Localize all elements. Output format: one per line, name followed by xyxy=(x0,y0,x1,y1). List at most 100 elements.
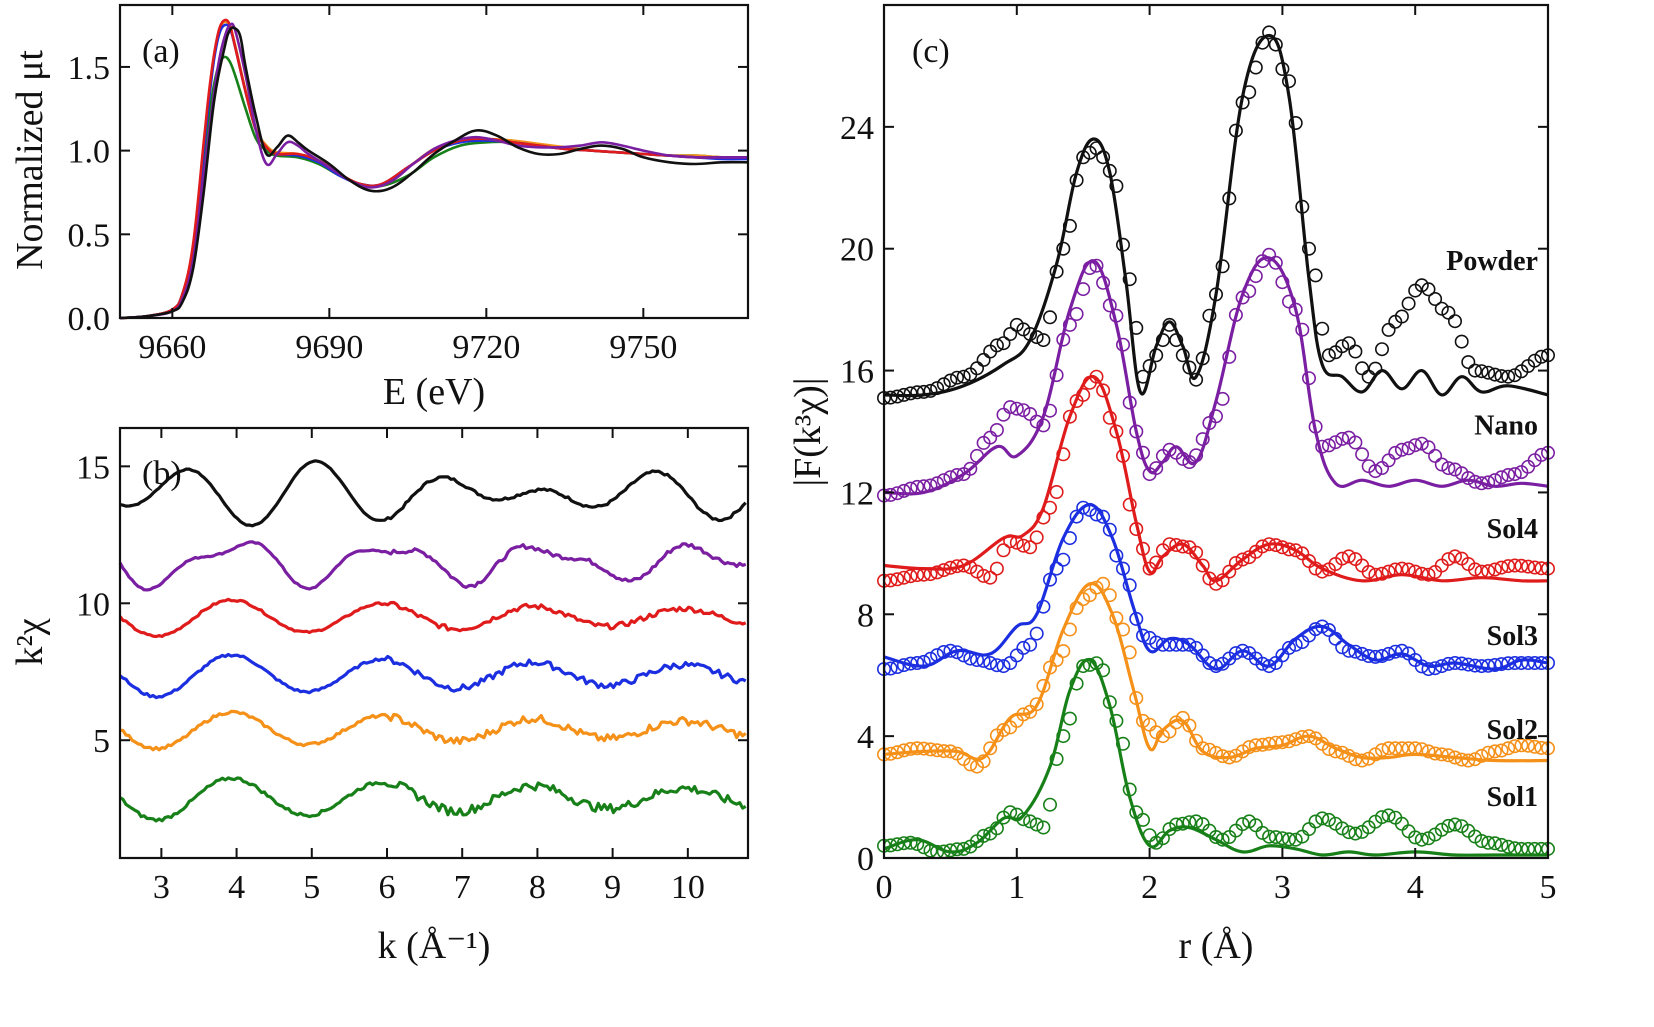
data-point-sol4 xyxy=(1169,537,1184,552)
data-point-sol3 xyxy=(1282,640,1297,655)
data-point-sol2 xyxy=(976,754,991,769)
data-point-nano xyxy=(1189,448,1204,463)
data-point-sol1 xyxy=(910,837,925,852)
data-point-sol4 xyxy=(1315,564,1330,579)
data-point-nano xyxy=(1029,414,1044,429)
data-point-sol2 xyxy=(1335,745,1350,760)
data-point-sol1 xyxy=(1056,729,1071,744)
data-point-sol1 xyxy=(1321,812,1336,827)
data-point-sol1 xyxy=(1169,817,1184,832)
data-point-powder xyxy=(1155,333,1170,348)
data-point-sol2 xyxy=(936,744,951,759)
data-point-sol4 xyxy=(1494,560,1509,575)
data-point-nano xyxy=(1062,317,1077,332)
data-point-sol1 xyxy=(1481,835,1496,850)
data-point-nano xyxy=(1036,418,1051,433)
data-point-sol4 xyxy=(1195,558,1210,573)
data-point-powder xyxy=(1315,321,1330,336)
data-point-sol3 xyxy=(1348,644,1363,659)
data-point-sol3 xyxy=(1434,659,1449,674)
x-tick-label: 6 xyxy=(378,869,395,906)
data-point-sol4 xyxy=(949,559,964,574)
panel-c-label: (c) xyxy=(912,33,950,70)
data-point-sol2 xyxy=(1036,678,1051,693)
data-point-sol3 xyxy=(1355,646,1370,661)
data-point-nano xyxy=(1434,457,1449,472)
data-point-sol1 xyxy=(1514,841,1529,856)
data-point-sol1 xyxy=(1235,817,1250,832)
data-point-nano xyxy=(1428,448,1443,463)
data-point-sol2 xyxy=(1096,576,1111,591)
data-point-powder xyxy=(1122,272,1137,287)
data-point-powder xyxy=(1149,348,1164,363)
data-point-sol4 xyxy=(1368,567,1383,582)
data-point-sol4 xyxy=(1481,564,1496,579)
panel-c-x-axis-label: r (Å) xyxy=(1179,925,1254,967)
data-point-sol4 xyxy=(1388,562,1403,577)
data-point-sol4 xyxy=(1049,484,1064,499)
data-point-sol1 xyxy=(1062,711,1077,726)
data-point-sol1 xyxy=(1441,818,1456,833)
data-point-powder xyxy=(1448,314,1463,329)
data-point-sol2 xyxy=(1474,748,1489,763)
series-line-sol2 xyxy=(119,709,747,752)
data-point-sol4 xyxy=(1109,424,1124,439)
x-tick-label: 9720 xyxy=(452,329,520,366)
data-point-sol1 xyxy=(949,842,964,857)
data-point-sol1 xyxy=(1189,814,1204,829)
data-point-powder xyxy=(1209,287,1224,302)
data-point-sol2 xyxy=(963,757,978,772)
data-point-nano xyxy=(1414,436,1429,451)
data-point-nano xyxy=(943,470,958,485)
data-point-nano xyxy=(1421,440,1436,455)
data-point-sol4 xyxy=(936,563,951,578)
data-point-sol1 xyxy=(1043,797,1058,812)
x-tick-label: 3 xyxy=(1274,869,1291,906)
data-point-powder xyxy=(1461,355,1476,370)
data-point-powder xyxy=(1375,342,1390,357)
data-point-sol4 xyxy=(1408,564,1423,579)
data-point-sol4 xyxy=(896,570,911,585)
data-point-sol3 xyxy=(1049,561,1064,576)
data-point-nano xyxy=(903,481,918,496)
data-point-sol3 xyxy=(983,655,998,670)
data-point-sol3 xyxy=(1341,643,1356,658)
data-point-sol3 xyxy=(1527,655,1542,670)
data-point-powder xyxy=(1228,123,1243,138)
data-point-sol3 xyxy=(1507,655,1522,670)
data-point-powder xyxy=(1321,348,1336,363)
y-tick-label: 8 xyxy=(857,597,874,634)
data-point-sol4 xyxy=(956,558,971,573)
y-tick-label: 10 xyxy=(76,586,110,623)
panel-b-frame xyxy=(118,426,750,860)
data-point-sol3 xyxy=(1448,655,1463,670)
data-point-sol2 xyxy=(1461,753,1476,768)
data-point-sol3 xyxy=(1056,552,1071,567)
data-point-sol4 xyxy=(1421,567,1436,582)
data-point-sol3 xyxy=(890,659,905,674)
data-point-powder xyxy=(1129,320,1144,335)
data-point-nano xyxy=(1089,258,1104,273)
data-point-sol3 xyxy=(1428,661,1443,676)
data-point-sol2 xyxy=(1321,742,1336,757)
data-point-sol1 xyxy=(1122,782,1137,797)
data-point-powder xyxy=(1175,348,1190,363)
data-point-sol2 xyxy=(1222,750,1237,765)
data-point-powder xyxy=(1036,333,1051,348)
data-point-sol2 xyxy=(1089,580,1104,595)
y-tick-label: 1.0 xyxy=(68,134,111,171)
data-point-sol3 xyxy=(1288,637,1303,652)
data-point-sol2 xyxy=(1441,748,1456,763)
data-point-sol4 xyxy=(1288,543,1303,558)
data-point-sol2 xyxy=(1468,752,1483,767)
data-point-sol3 xyxy=(1315,619,1330,634)
data-point-sol3 xyxy=(1481,658,1496,673)
data-point-sol3 xyxy=(1454,656,1469,671)
data-point-nano xyxy=(1136,445,1151,460)
data-point-sol2 xyxy=(1288,732,1303,747)
data-point-sol4 xyxy=(1009,535,1024,550)
data-point-sol2 xyxy=(1414,742,1429,757)
data-point-sol1 xyxy=(1487,836,1502,851)
y-tick-label: 5 xyxy=(93,723,110,760)
data-point-sol1 xyxy=(1474,833,1489,848)
